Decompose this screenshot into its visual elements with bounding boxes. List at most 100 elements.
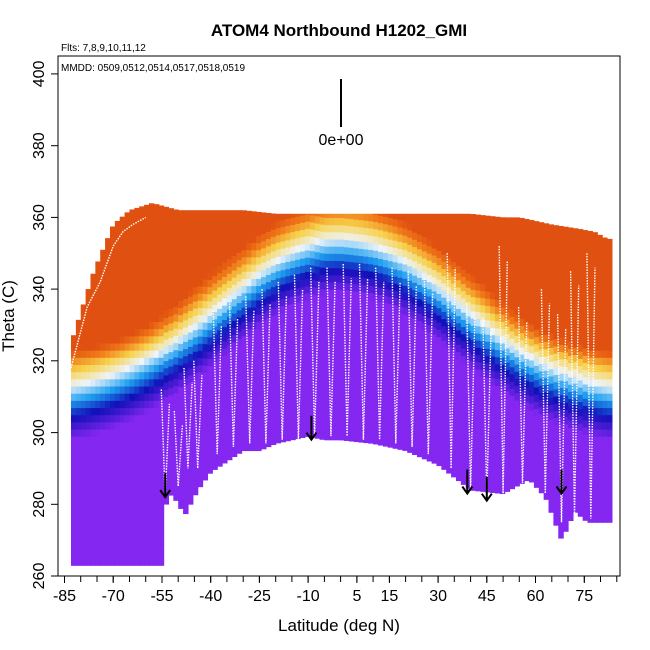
heatmap-cell <box>158 307 165 315</box>
heatmap-cell <box>446 279 452 288</box>
heatmap-cell <box>222 319 228 328</box>
heatmap-cell <box>304 271 311 280</box>
heatmap-cell <box>236 266 243 275</box>
heatmap-cell <box>241 328 248 337</box>
heatmap-cell <box>153 364 160 373</box>
heatmap-cell <box>309 307 316 316</box>
heatmap-cell <box>285 368 291 377</box>
heatmap-cell <box>261 305 267 314</box>
heatmap-cell <box>202 422 209 431</box>
heatmap-cell <box>75 357 82 366</box>
heatmap-cell <box>558 416 564 424</box>
heatmap-cell <box>144 436 150 444</box>
heatmap-cell <box>75 436 82 444</box>
heatmap-cell <box>139 486 145 495</box>
heatmap-cell <box>343 418 350 427</box>
heatmap-cell <box>368 278 374 286</box>
heatmap-cell <box>441 225 447 234</box>
heatmap-cell <box>158 213 165 222</box>
heatmap-cell <box>597 414 603 423</box>
heatmap-cell <box>397 255 403 264</box>
heatmap-cell <box>533 401 540 409</box>
heatmap-cell <box>577 344 584 352</box>
heatmap-cell <box>256 407 262 416</box>
heatmap-cell <box>363 363 369 372</box>
heatmap-cell <box>114 342 121 351</box>
heatmap-cell <box>402 263 408 272</box>
heatmap-cell <box>441 275 447 284</box>
heatmap-cell <box>485 427 491 436</box>
heatmap-cell <box>587 464 593 473</box>
heatmap-cell <box>119 321 126 330</box>
heatmap-cell <box>100 450 106 459</box>
heatmap-cell <box>85 450 92 459</box>
heatmap-cell <box>509 223 516 231</box>
heatmap-cell <box>553 482 559 490</box>
flights-annotation: Flts: 7,8,9,10,11,12 <box>61 43 146 54</box>
heatmap-cell <box>222 240 228 249</box>
heatmap-cell <box>100 522 106 530</box>
heatmap-cell <box>192 351 199 359</box>
heatmap-cell <box>197 443 204 452</box>
heatmap-cell <box>105 428 111 437</box>
heatmap-cell <box>212 297 218 305</box>
heatmap-cell <box>75 342 82 351</box>
heatmap-cell <box>470 483 477 491</box>
heatmap-cell <box>568 412 574 421</box>
heatmap-cell <box>558 308 564 317</box>
heatmap-cell <box>275 270 282 279</box>
heatmap-cell <box>70 378 77 387</box>
heatmap-cell <box>568 240 574 249</box>
heatmap-cell <box>75 536 82 545</box>
heatmap-cell <box>597 350 603 358</box>
heatmap-cell <box>285 254 291 262</box>
heatmap-cell <box>265 274 272 283</box>
heatmap-cell <box>577 250 584 259</box>
heatmap-cell <box>265 389 272 397</box>
heatmap-cell <box>202 415 209 424</box>
heatmap-cell <box>455 423 462 431</box>
heatmap-cell <box>353 333 360 342</box>
heatmap-cell <box>382 402 389 411</box>
heatmap-cell <box>153 278 160 287</box>
heatmap-cell <box>587 314 593 322</box>
heatmap-cell <box>148 350 155 358</box>
heatmap-cell <box>451 383 457 392</box>
heatmap-cell <box>597 464 603 473</box>
heatmap-cell <box>553 410 559 419</box>
heatmap-cell <box>202 228 209 237</box>
heatmap-cell <box>285 390 291 399</box>
heatmap-cell <box>236 338 243 347</box>
heatmap-cell <box>563 380 569 389</box>
heatmap-cell <box>470 346 477 355</box>
heatmap-cell <box>95 335 101 344</box>
heatmap-cell <box>339 325 345 333</box>
heatmap-cell <box>173 450 179 458</box>
heatmap-cell <box>392 333 399 342</box>
heatmap-cell <box>265 417 272 426</box>
heatmap-cell <box>524 218 530 223</box>
heatmap-cell <box>475 368 481 377</box>
heatmap-cell <box>129 271 135 279</box>
heatmap-cell <box>587 414 593 423</box>
heatmap-cell <box>460 477 467 485</box>
heatmap-cell <box>197 221 204 229</box>
heatmap-cell <box>300 380 306 388</box>
heatmap-cell <box>246 292 252 301</box>
heatmap-cell <box>226 287 233 296</box>
heatmap-cell <box>377 437 384 446</box>
heatmap-cell <box>178 228 184 237</box>
heatmap-cell <box>236 210 243 218</box>
heatmap-cell <box>529 438 535 447</box>
heatmap-cell <box>158 357 165 366</box>
heatmap-cell <box>148 400 155 409</box>
heatmap-cell <box>387 231 394 240</box>
heatmap-cell <box>70 500 77 509</box>
heatmap-cell <box>577 480 584 489</box>
heatmap-cell <box>124 357 131 366</box>
heatmap-cell <box>597 371 603 380</box>
heatmap-cell <box>80 428 87 437</box>
heatmap-cell <box>373 271 379 280</box>
heatmap-cell <box>431 420 438 428</box>
heatmap-cell <box>148 550 155 559</box>
